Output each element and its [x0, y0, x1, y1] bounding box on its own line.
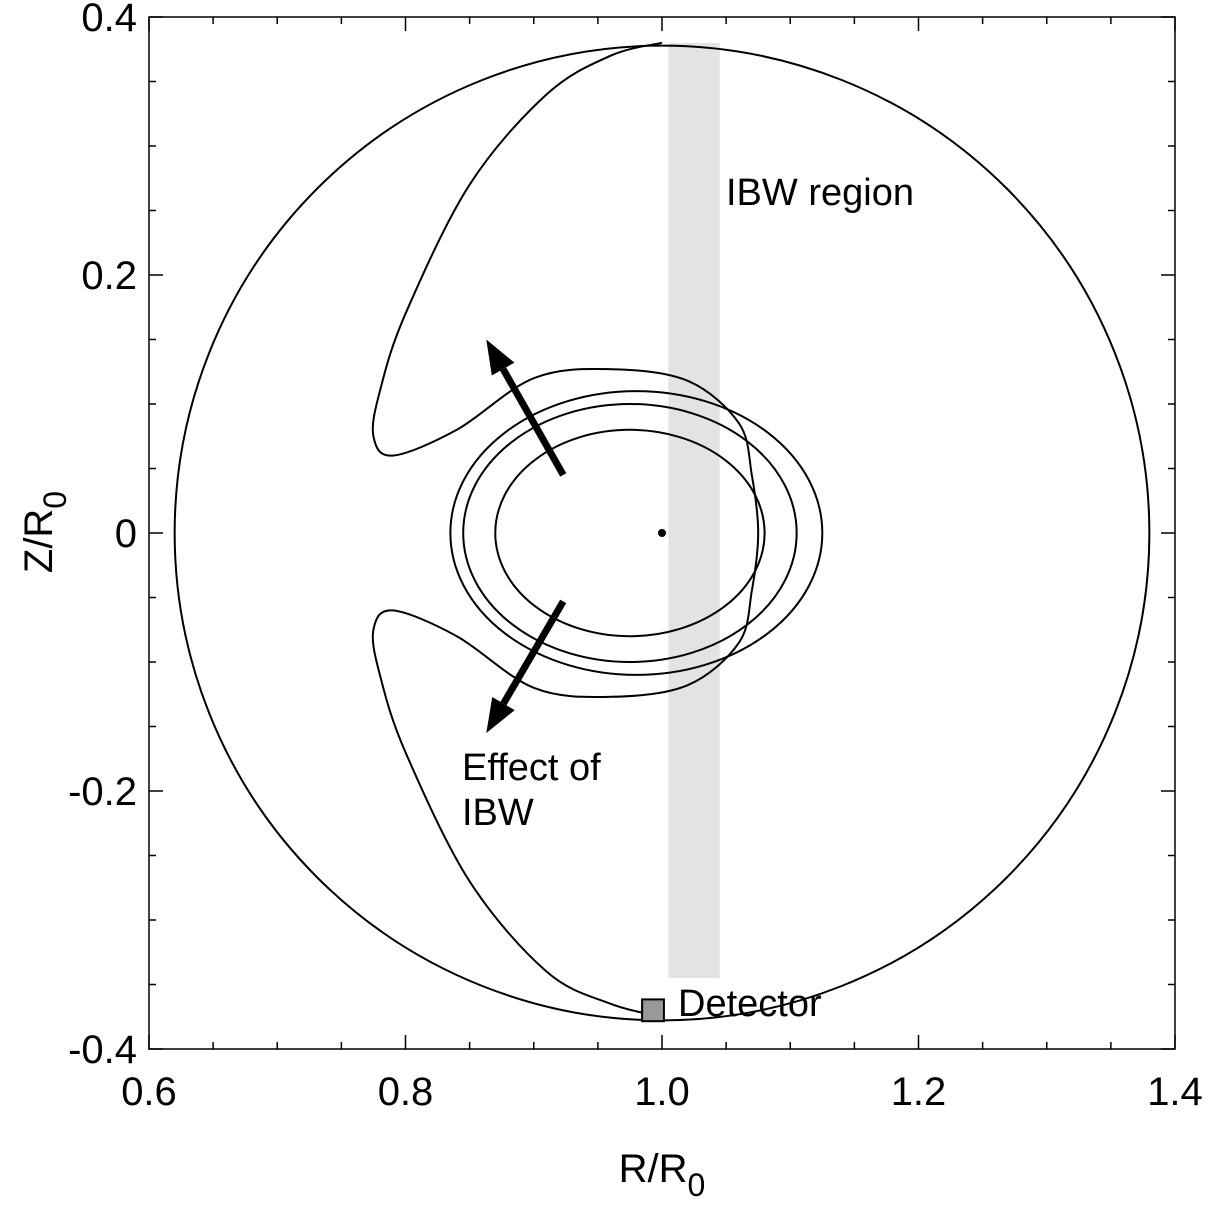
arrow-head-2 [486, 697, 515, 733]
x-tick-label: 0.8 [378, 1070, 434, 1114]
y-tick-label: 0.2 [81, 254, 137, 298]
tick-labels: 0.6 0.8 1.0 1.2 1.4 0.4 0.2 0 -0.2 -0.4 [68, 0, 1203, 1114]
arrow-head-1 [486, 339, 515, 376]
effect-label-line1: Effect of [462, 747, 601, 789]
effect-label-line2: IBW [462, 792, 534, 834]
x-tick-label: 1.0 [634, 1070, 690, 1114]
ibw-region-label: IBW region [726, 172, 914, 214]
detector-label: Detector [678, 983, 822, 1025]
x-tick-label: 1.2 [891, 1070, 947, 1114]
flux-surface-3 [449, 390, 824, 676]
flux-surface-1 [494, 428, 766, 638]
axis-ticks [148, 16, 1176, 1050]
flux-surface-2 [462, 403, 798, 663]
magnetic-axis-dot [658, 529, 666, 537]
y-tick-label: -0.4 [68, 1028, 137, 1072]
y-tick-label: 0 [115, 512, 137, 556]
ibw-effect-arrows [486, 339, 567, 733]
detector-square [641, 998, 665, 1023]
y-axis-title: Z/R0 [17, 491, 73, 573]
x-axis-title: R/R0 [619, 1147, 706, 1203]
arrow-shaft-1 [500, 367, 567, 477]
x-tick-label: 0.6 [121, 1070, 177, 1114]
orbit-contour [371, 41, 760, 1018]
y-tick-label: -0.2 [68, 770, 137, 814]
flux-surfaces [449, 390, 824, 676]
y-tick-label: 0.4 [81, 0, 137, 40]
ibw-region-band [668, 42, 720, 979]
x-tick-label: 1.4 [1147, 1070, 1203, 1114]
arrow-shaft-2 [500, 599, 567, 706]
